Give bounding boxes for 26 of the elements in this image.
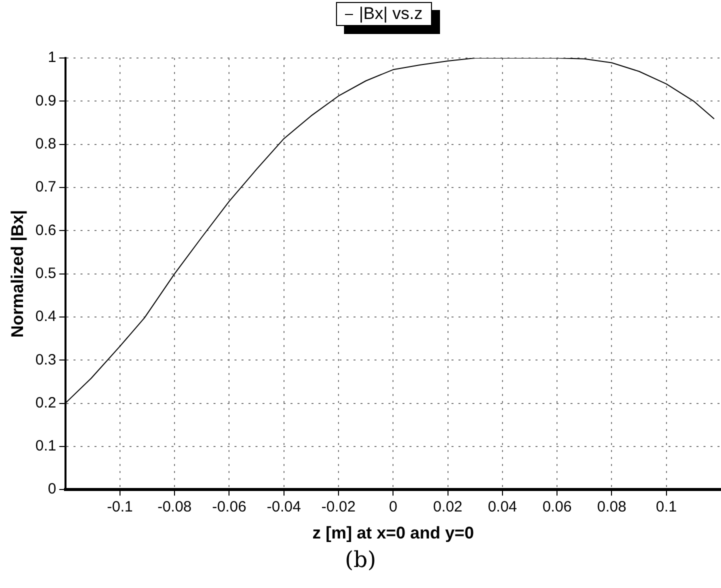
x-tick-label: -0.08 (157, 498, 192, 516)
x-tick-label: -0.06 (212, 498, 246, 516)
y-tick-label: 0.7 (35, 178, 56, 196)
x-axis-title: z [m] at x=0 and y=0 (312, 523, 474, 542)
y-tick-label: 0.5 (35, 264, 56, 282)
x-tick-label: 0.04 (488, 498, 518, 516)
x-tick-label: 0.1 (656, 498, 677, 516)
x-tick-label: -0.1 (106, 498, 133, 516)
text: (b) (344, 548, 378, 573)
y-tick-label: 0.1 (35, 438, 56, 455)
x-tick-label: -0.04 (266, 498, 301, 516)
y-axis-title: Normalized |Bx| (8, 210, 27, 338)
x-tick-label: 0 (388, 498, 398, 516)
y-tick-label: 0.4 (35, 308, 56, 326)
legend-label: |Bx| vs.z (336, 2, 432, 26)
x-tick-label: 0.06 (542, 498, 572, 516)
y-tick-label: 0.9 (35, 92, 56, 110)
y-tick-label: 0.8 (35, 135, 56, 152)
x-tick-label: 0.02 (433, 498, 462, 516)
x-tick-label: 0.08 (597, 498, 626, 516)
y-tick-label: 0.2 (35, 394, 56, 412)
y-tick-label: 0 (48, 480, 56, 498)
x-tick-label: -0.02 (321, 498, 356, 516)
y-tick-label: 0.3 (35, 351, 56, 368)
y-tick-label: 0.6 (35, 222, 56, 239)
y-tick-label: 1 (48, 49, 56, 66)
